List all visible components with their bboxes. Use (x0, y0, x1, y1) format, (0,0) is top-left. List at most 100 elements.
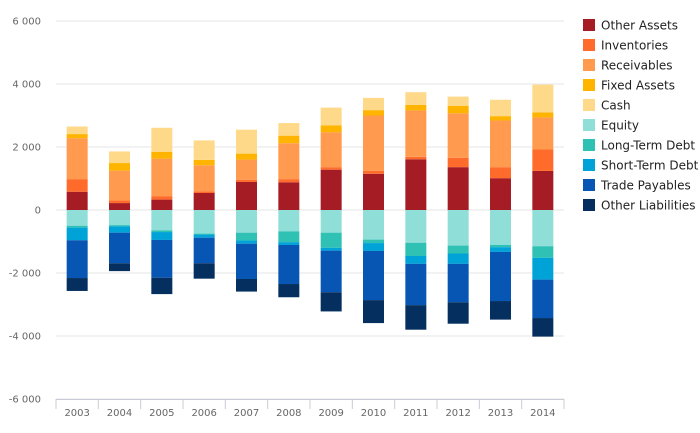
bar-segment (151, 239, 173, 278)
bar-segment (278, 179, 300, 183)
bar-segment (66, 225, 88, 228)
bar-segment (278, 231, 300, 243)
bar-segment (151, 277, 173, 295)
bar-segment (363, 97, 384, 111)
legend-item[interactable]: Cash (583, 99, 631, 113)
bar-segment (66, 138, 88, 180)
bar-segment (66, 191, 88, 210)
bar-segment (66, 179, 88, 192)
bar-segment (151, 232, 173, 240)
legend: Other Assets Inventories Receivables Fixed … (583, 19, 699, 213)
bar-segment (151, 230, 173, 233)
bar-segment (532, 318, 554, 337)
bar-segment (193, 140, 215, 160)
bar-segment (151, 196, 173, 200)
bar-segment (363, 210, 384, 240)
legend-item[interactable]: Other Liabilities (583, 199, 696, 213)
bar-segment (532, 279, 554, 319)
legend-label: Short-Term Debt (601, 159, 699, 173)
bar-segment (151, 158, 173, 197)
bar-segment (363, 250, 384, 301)
bar-segment (532, 210, 554, 247)
legend-swatch (583, 159, 595, 171)
legend-item[interactable]: Short-Term Debt (583, 159, 699, 173)
bar-segment (490, 116, 511, 121)
legend-swatch (583, 139, 595, 151)
legend-swatch (583, 199, 595, 211)
legend-item[interactable]: Equity (583, 119, 639, 133)
legend-label: Other Assets (601, 19, 678, 33)
bar-segment (151, 127, 173, 152)
bar-segment (236, 153, 257, 160)
legend-label: Inventories (601, 39, 668, 53)
bar-segment (109, 203, 130, 210)
legend-label: Other Liabilities (601, 199, 696, 213)
y-tick-label: -4 000 (9, 332, 41, 343)
bar-segment (320, 292, 342, 312)
legend-item[interactable]: Other Assets (583, 19, 678, 33)
y-tick-label: 6 000 (12, 17, 41, 28)
legend-item[interactable]: Fixed Assets (583, 79, 675, 93)
bar-segment (278, 284, 300, 298)
bar-segment (320, 107, 342, 126)
bar-segment (532, 246, 554, 258)
legend-label: Long-Term Debt (601, 139, 695, 153)
x-tick-label: 2010 (361, 408, 386, 419)
bar-segment (405, 242, 427, 256)
x-tick-label: 2009 (318, 408, 343, 419)
bar-segment (490, 120, 511, 168)
legend-item[interactable]: Trade Payables (583, 179, 691, 193)
bar-segment (66, 210, 88, 226)
bar-segment (193, 159, 215, 166)
bar-segment (193, 234, 215, 238)
bar-segment (236, 129, 257, 154)
bar-segment (236, 278, 257, 292)
bar-segment (405, 159, 427, 210)
legend-item[interactable]: Long-Term Debt (583, 139, 695, 153)
x-tick-label: 2007 (234, 408, 259, 419)
x-tick-label: 2003 (64, 408, 89, 419)
bar-segment (532, 149, 554, 171)
bar-segment (236, 179, 257, 182)
bar-segment (532, 257, 554, 280)
bar-segment (405, 92, 427, 105)
bar-segment (278, 210, 300, 232)
bar-segment (447, 245, 469, 254)
y-tick-label: -6 000 (9, 395, 41, 406)
bar-segment (109, 200, 130, 204)
bar-segment (109, 170, 130, 201)
legend-label: Receivables (601, 59, 673, 73)
bar-segment (109, 151, 130, 164)
bar-segment (278, 123, 300, 136)
bar-segment (447, 210, 469, 246)
bar-segment (109, 226, 130, 233)
bar-segment (320, 232, 342, 248)
bar-segment (532, 112, 554, 118)
bar-segment (193, 233, 215, 235)
y-tick-label: -2 000 (9, 269, 41, 280)
bar-segment (447, 96, 469, 106)
bar-segment (490, 251, 511, 302)
bar-segment (236, 159, 257, 180)
bar-segment (320, 250, 342, 293)
bar-segment (236, 181, 257, 210)
bar-segment (405, 305, 427, 330)
legend-label: Fixed Assets (601, 79, 675, 93)
legend-item[interactable]: Inventories (583, 39, 668, 53)
bar-segment (405, 255, 427, 264)
bar-segment (193, 192, 215, 210)
bar-segment (193, 237, 215, 264)
bar-segment (363, 173, 384, 210)
y-tick-label: 0 (35, 206, 41, 217)
bar-segment (236, 232, 257, 241)
legend-item[interactable]: Receivables (583, 59, 673, 73)
bar-segment (490, 301, 511, 320)
bar-segment (405, 263, 427, 306)
bar-segment (320, 132, 342, 168)
x-tick-label: 2011 (403, 408, 428, 419)
bar-segment (363, 170, 384, 174)
bar-segment (447, 157, 469, 168)
bar-segment (66, 134, 88, 139)
